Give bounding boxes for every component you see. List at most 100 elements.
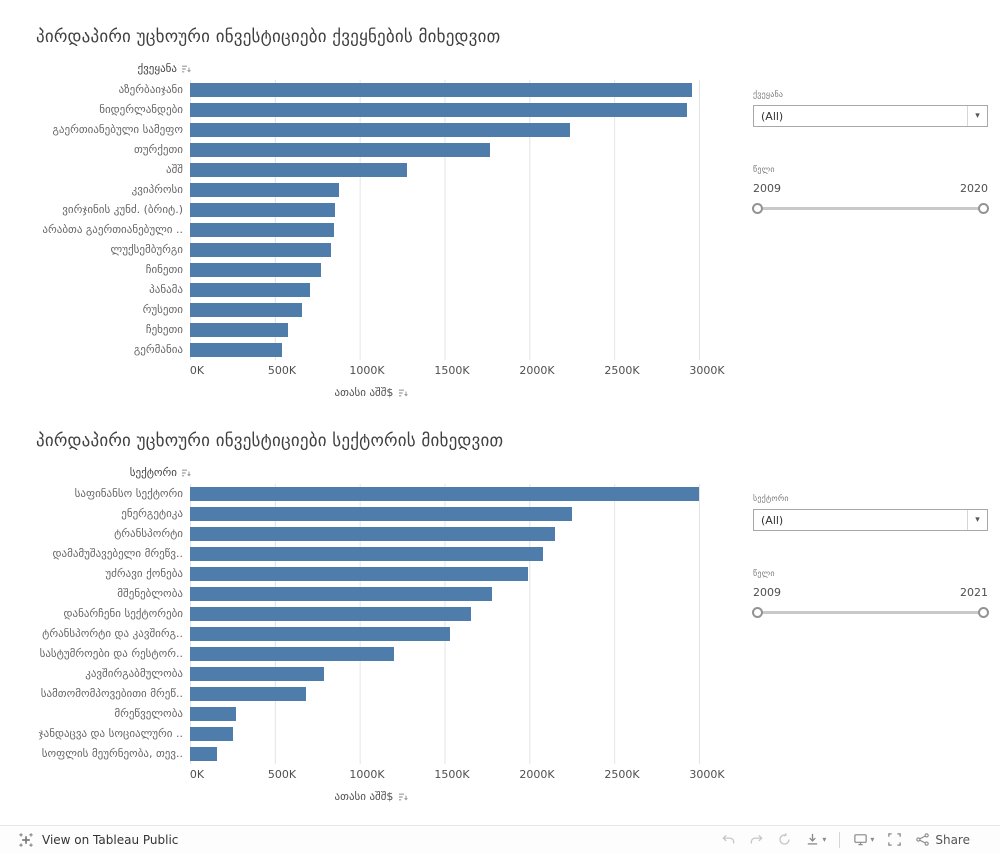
- x-axis-title[interactable]: ათასი აშშ$: [335, 386, 409, 399]
- slider-handle-right[interactable]: [978, 203, 989, 214]
- category-label[interactable]: ჩეხეთი: [145, 323, 183, 336]
- category-label[interactable]: ჯანდაცვა და სოციალური ..: [38, 727, 183, 740]
- sector-filter-dropdown[interactable]: (All) ▾: [753, 509, 988, 531]
- bar[interactable]: [190, 727, 234, 741]
- category-label[interactable]: ნიდერლანდები: [99, 103, 183, 116]
- bar[interactable]: [190, 587, 492, 601]
- bar-row: ნიდერლანდები: [36, 100, 707, 120]
- bar[interactable]: [190, 283, 311, 297]
- bar[interactable]: [190, 687, 307, 701]
- category-label[interactable]: კავშირგაბმულობა: [85, 667, 183, 680]
- category-label[interactable]: ლუქსემბურგი: [110, 243, 183, 256]
- chevron-down-icon: ▾: [967, 510, 987, 530]
- bar[interactable]: [190, 547, 543, 561]
- bar[interactable]: [190, 163, 408, 177]
- category-label[interactable]: ენერგეტიკა: [121, 507, 183, 520]
- share-button[interactable]: Share: [915, 832, 970, 847]
- category-label[interactable]: ტრანსპორტი: [114, 527, 183, 540]
- category-label[interactable]: გერმანია: [133, 343, 183, 356]
- bar[interactable]: [190, 567, 528, 581]
- slider-track[interactable]: [757, 611, 984, 614]
- replay-button[interactable]: [777, 832, 792, 847]
- year-range-slider[interactable]: [752, 607, 989, 619]
- year-range-slider[interactable]: [752, 203, 989, 215]
- category-label[interactable]: კვიპროსი: [131, 183, 183, 196]
- category-label[interactable]: საფინანსო სექტორი: [74, 487, 183, 500]
- category-label[interactable]: გაერთიანებული სამეფო: [52, 123, 183, 136]
- bar[interactable]: [190, 707, 236, 721]
- sort-icon[interactable]: [181, 64, 191, 74]
- category-column-header[interactable]: ქვეყანა: [138, 62, 197, 75]
- category-label[interactable]: რუსეთი: [142, 303, 183, 316]
- bar[interactable]: [190, 747, 218, 761]
- category-label[interactable]: სოფლის მეურნეობა, თევ..: [41, 747, 183, 760]
- bar[interactable]: [190, 323, 289, 337]
- controls-panel-countries: ქვეყანა (All) ▾ წელი 2009 2020: [752, 62, 989, 402]
- category-label[interactable]: დანარჩენი სექტორები: [63, 607, 184, 620]
- category-label[interactable]: სასტუმროები და რესტორ..: [39, 647, 183, 660]
- category-label[interactable]: ტრანსპორტი და კავშირგ..: [42, 627, 183, 640]
- filter-label: ქვეყანა: [753, 90, 784, 99]
- category-label[interactable]: სამთომომპოვებითი მრეწ..: [40, 687, 183, 700]
- bar[interactable]: [190, 507, 572, 521]
- bar-track: [190, 300, 700, 320]
- undo-button[interactable]: [721, 832, 736, 847]
- sort-icon[interactable]: [398, 792, 409, 802]
- display-mode-button[interactable]: ▾: [853, 832, 874, 847]
- bar-row: რუსეთი: [36, 300, 707, 320]
- bar[interactable]: [190, 647, 395, 661]
- sort-icon[interactable]: [181, 468, 191, 478]
- category-column-header[interactable]: სექტორი: [130, 466, 197, 479]
- bar[interactable]: [190, 83, 693, 97]
- category-label[interactable]: უძრავი ქონება: [105, 567, 183, 580]
- slider-handle-right[interactable]: [978, 607, 989, 618]
- slider-handle-left[interactable]: [752, 607, 763, 618]
- bar[interactable]: [190, 303, 302, 317]
- bar-track: [190, 260, 700, 280]
- redo-button[interactable]: [749, 832, 764, 847]
- category-label[interactable]: მრეწველობა: [114, 707, 183, 720]
- bar[interactable]: [190, 203, 336, 217]
- bar-track: [190, 120, 700, 140]
- category-label[interactable]: ვირჯინის კუნძ. (ბრიტ.): [62, 203, 183, 216]
- category-label[interactable]: აშშ: [166, 163, 183, 176]
- slider-track[interactable]: [757, 207, 984, 210]
- bar-rows: საფინანსო სექტორი ენერგეტიკა ტრანსპორტი დამ…: [36, 484, 707, 764]
- x-tick-label: 500K: [267, 364, 297, 377]
- bar[interactable]: [190, 123, 571, 137]
- country-filter-dropdown[interactable]: (All) ▾: [753, 105, 988, 127]
- x-axis-title[interactable]: ათასი აშშ$: [335, 790, 409, 803]
- category-label[interactable]: დამამუშავებელი მრეწვ..: [52, 547, 183, 560]
- bar[interactable]: [190, 183, 340, 197]
- category-label[interactable]: ჩინეთი: [145, 263, 183, 276]
- category-label[interactable]: არაბთა გაერთიანებული ..: [42, 223, 183, 236]
- bar[interactable]: [190, 143, 491, 157]
- category-label[interactable]: თურქეთი: [133, 143, 183, 156]
- bar[interactable]: [190, 243, 331, 257]
- tableau-logo-icon: [19, 832, 33, 847]
- fullscreen-button[interactable]: [887, 832, 902, 847]
- x-tick-label: 0K: [189, 364, 205, 377]
- bar[interactable]: [190, 223, 335, 237]
- bar[interactable]: [190, 627, 451, 641]
- bar[interactable]: [190, 607, 471, 621]
- category-label[interactable]: მშენებლობა: [117, 587, 183, 600]
- bar-row: გაერთიანებული სამეფო: [36, 120, 707, 140]
- sort-icon[interactable]: [398, 388, 409, 398]
- category-label[interactable]: აზერბაიჯანი: [118, 83, 183, 96]
- category-label[interactable]: პანამა: [149, 283, 183, 296]
- bar[interactable]: [190, 527, 555, 541]
- bar[interactable]: [190, 263, 322, 277]
- bar[interactable]: [190, 103, 688, 117]
- bar-track: [190, 280, 700, 300]
- bar[interactable]: [190, 487, 699, 501]
- slider-handle-left[interactable]: [752, 203, 763, 214]
- bar[interactable]: [190, 343, 282, 357]
- x-tick-label: 1500K: [434, 364, 470, 377]
- x-tick-label: 2000K: [519, 364, 555, 377]
- bar[interactable]: [190, 667, 325, 681]
- view-on-tableau-public-link[interactable]: View on Tableau Public: [18, 832, 178, 848]
- x-axis: 0K 500K 1000K 1500K 2000K 2500K 3000K: [190, 364, 725, 380]
- x-tick-label: 0K: [189, 768, 205, 781]
- download-button[interactable]: ▾: [805, 832, 826, 847]
